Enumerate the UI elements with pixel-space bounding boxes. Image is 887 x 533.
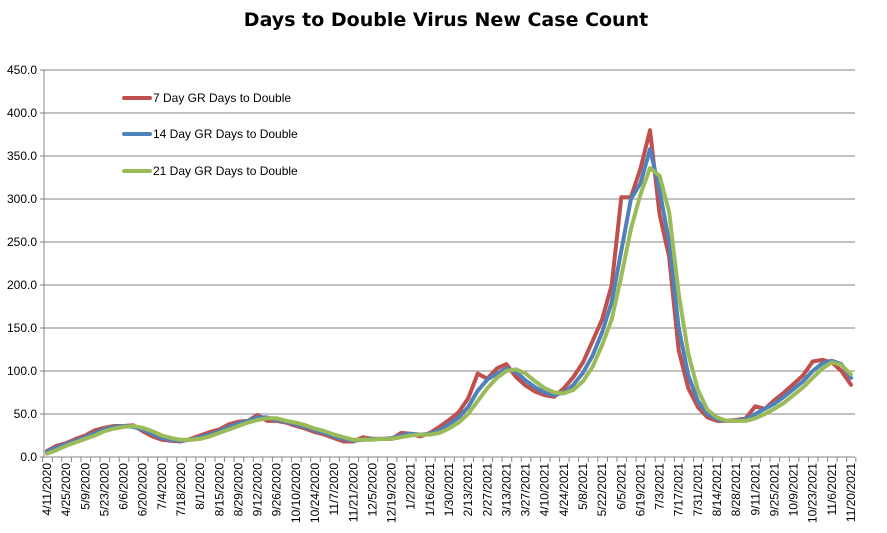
x-tick-label: 1/16/2021 (423, 463, 437, 517)
x-tick-label: 8/29/2020 (231, 463, 245, 517)
x-tick-label: 2/27/2021 (480, 463, 494, 517)
x-tick-label: 10/24/2020 (308, 463, 322, 523)
x-tick-label: 9/11/2021 (748, 463, 762, 516)
x-tick-label: 10/9/2021 (787, 463, 801, 517)
x-tick-label: 4/11/2020 (40, 463, 54, 516)
x-tick-label: 11/6/2021 (825, 463, 839, 516)
x-tick-label: 5/23/2020 (97, 463, 111, 517)
x-tick-label: 6/5/2021 (614, 463, 628, 510)
y-tick-label: 250.0 (7, 235, 37, 249)
y-tick-label: 0.0 (20, 450, 37, 464)
x-tick-label: 12/5/2020 (365, 463, 379, 517)
x-tick-label: 10/10/2020 (289, 463, 303, 523)
y-tick-label: 150.0 (7, 321, 37, 335)
x-tick-label: 11/20/2021 (844, 463, 858, 522)
x-tick-label: 11/21/2020 (346, 463, 360, 522)
x-tick-label: 9/25/2021 (767, 463, 781, 517)
x-tick-label: 7/4/2020 (155, 463, 169, 510)
y-tick-label: 300.0 (7, 192, 37, 206)
x-tick-label: 12/19/2020 (385, 463, 399, 523)
x-tick-label: 5/9/2020 (78, 463, 92, 510)
y-tick-label: 350.0 (7, 149, 37, 163)
x-tick-label: 9/26/2020 (270, 463, 284, 517)
x-tick-label: 7/3/2021 (653, 463, 667, 510)
series-lines (45, 128, 853, 456)
legend-label: 21 Day GR Days to Double (153, 164, 298, 178)
x-tick-label: 8/15/2020 (212, 463, 226, 517)
x-tick-label: 5/22/2021 (595, 463, 609, 517)
x-tick-label: 4/25/2020 (59, 463, 73, 517)
x-tick-label: 6/6/2020 (117, 463, 131, 510)
x-tick-label: 6/19/2021 (633, 463, 647, 517)
x-tick-label: 7/18/2020 (174, 463, 188, 517)
legend-label: 14 Day GR Days to Double (153, 127, 298, 141)
x-tick-label: 7/17/2021 (672, 463, 686, 517)
y-tick-label: 200.0 (7, 278, 37, 292)
x-tick-label: 11/7/2020 (327, 463, 341, 516)
x-tick-label: 1/30/2021 (442, 463, 456, 517)
y-tick-label: 450.0 (7, 63, 37, 77)
series-line-1 (45, 128, 853, 453)
x-tick-label: 5/8/2021 (576, 463, 590, 510)
y-tick-label: 50.0 (14, 407, 38, 421)
legend: 7 Day GR Days to Double 14 Day GR Days to… (122, 91, 298, 178)
x-tick-label: 2/13/2021 (461, 463, 475, 517)
y-tick-label: 400.0 (7, 106, 37, 120)
x-tick-label: 3/13/2021 (499, 463, 513, 517)
x-tick-label: 10/23/2021 (806, 463, 820, 523)
y-tick-label: 100.0 (7, 364, 37, 378)
x-tick-label: 9/12/2020 (251, 463, 265, 517)
y-axis: 0.0 50.0 100.0 150.0 200.0 250.0 300.0 350.0 400… (7, 63, 45, 464)
x-tick-label: 7/31/2021 (691, 463, 705, 517)
gridlines (44, 69, 855, 415)
x-tick-label: 3/27/2021 (519, 463, 533, 517)
x-tick-label: 4/24/2021 (557, 463, 571, 517)
series-line-2 (45, 147, 853, 454)
x-tick-label: 8/1/2020 (193, 463, 207, 510)
legend-label: 7 Day GR Days to Double (153, 91, 291, 105)
series-line-3 (45, 166, 853, 456)
x-tick-label: 6/20/2020 (136, 463, 150, 517)
x-axis: 4/11/2020 4/25/2020 5/9/2020 5/23/2020 6/6/2… (40, 456, 858, 523)
x-tick-label: 8/28/2021 (729, 463, 743, 517)
chart-title: Days to Double Virus New Case Count (244, 9, 648, 31)
x-tick-label: 4/10/2021 (538, 463, 552, 517)
x-tick-label: 8/14/2021 (710, 463, 724, 517)
x-tick-label: 1/2/2021 (404, 463, 418, 510)
